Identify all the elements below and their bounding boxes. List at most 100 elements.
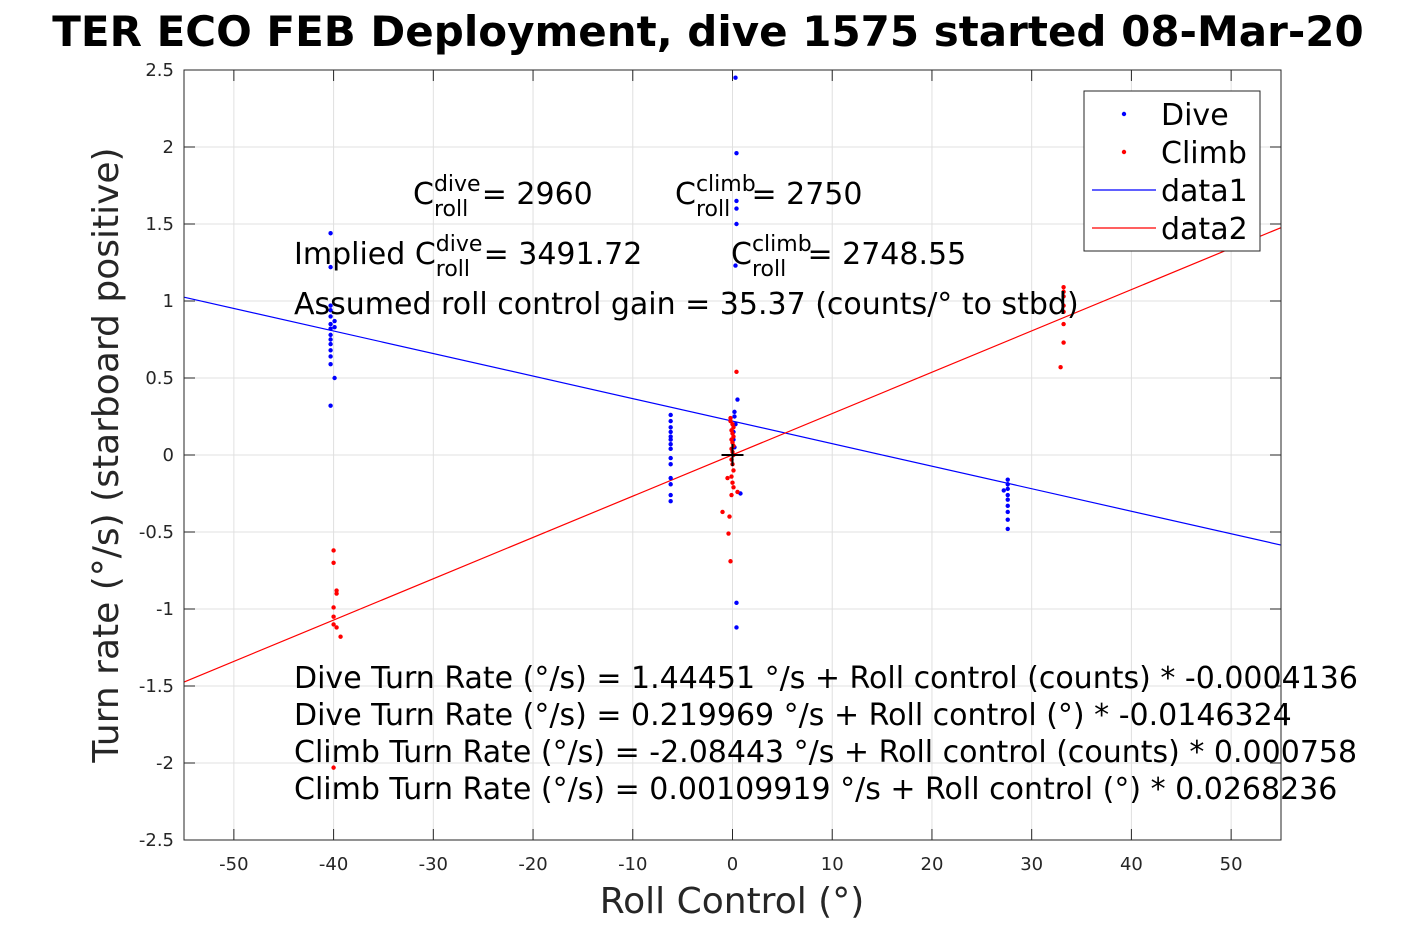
annotation-gain: Assumed roll control gain = 35.37 (count…: [294, 287, 1079, 322]
axis-ticks: -50 -40 -30 -20 -10 0 10 20 30 40 50-2.5-2-1.5-1-0…: [139, 60, 1281, 875]
legend-marker-climb: [1121, 149, 1127, 155]
legend-marker-dive: [1121, 111, 1127, 117]
dive-point: [328, 332, 333, 338]
climb-point: [334, 625, 339, 630]
y-tick-label: 0.5: [145, 368, 174, 389]
dive-point: [328, 264, 333, 270]
dive-point: [734, 221, 739, 227]
dive-point: [668, 455, 673, 461]
climb-point: [1061, 284, 1066, 290]
dive-point: [1005, 477, 1010, 482]
dive-point: [668, 418, 673, 424]
legend-label-dive: Dive: [1161, 98, 1229, 133]
y-tick-label: -1.5: [139, 676, 174, 697]
dive-point: [328, 403, 333, 408]
dive-point: [668, 499, 673, 504]
dive-point: [332, 375, 337, 381]
climb-point: [1061, 321, 1066, 327]
climb-point: [727, 514, 732, 519]
dive-point: [1005, 526, 1010, 532]
annotation-c-dive: Cdive roll = 2960: [413, 172, 593, 222]
dive-point: [1005, 482, 1010, 487]
dive-point: [328, 303, 333, 308]
dive-point: [1005, 497, 1010, 502]
dive-point: [328, 231, 333, 236]
annotation-eq3: Climb Turn Rate (°/s) = -2.08443 °/s + R…: [294, 735, 1357, 770]
climb-point: [1061, 309, 1066, 314]
climb-point: [1061, 294, 1066, 299]
climb-point: [735, 489, 740, 495]
x-tick-label: 20: [921, 854, 944, 875]
x-tick-label: 30: [1020, 854, 1043, 875]
climb-point: [331, 560, 336, 565]
annotation-eq2: Dive Turn Rate (°/s) = 0.219969 °/s + Ro…: [294, 698, 1292, 733]
climb-point: [729, 492, 734, 498]
y-tick-label: -2: [156, 753, 174, 774]
climb-point: [1061, 340, 1066, 345]
climb-point: [1061, 303, 1066, 308]
dive-point: [733, 75, 738, 80]
climb-point: [728, 559, 733, 564]
dive-point: [328, 348, 333, 353]
dive-point: [328, 341, 333, 347]
dive-point: [332, 324, 337, 330]
climb-point: [331, 622, 336, 627]
x-tick-label: 0: [727, 854, 738, 875]
dive-point: [668, 446, 673, 452]
climb-point: [730, 480, 735, 485]
climb-point: [331, 548, 336, 553]
dive-point: [732, 414, 737, 419]
dive-point: [328, 337, 333, 342]
y-axis-label: Turn rate (°/s) (starboard positive): [86, 147, 127, 763]
climb-point: [731, 485, 736, 490]
y-tick-label: 2: [163, 137, 174, 158]
x-tick-label: 40: [1120, 854, 1143, 875]
annotation-implied-climb: Cclimb roll = 2748.55: [731, 232, 966, 282]
annotation-c-climb: Cclimb roll = 2750: [675, 172, 862, 222]
annotation-eq1: Dive Turn Rate (°/s) = 1.44451 °/s + Rol…: [294, 661, 1358, 696]
climb-point: [1061, 289, 1066, 294]
y-tick-label: 1: [163, 291, 174, 312]
climb-point: [731, 468, 736, 473]
dive-point: [734, 150, 739, 156]
climb-point: [331, 614, 336, 619]
dive-point: [668, 442, 673, 447]
dive-point: [734, 198, 739, 204]
chart-title: TER ECO FEB Deployment, dive 1575 starte…: [52, 7, 1363, 56]
dive-point: [734, 625, 739, 630]
origin-marker: [721, 444, 744, 466]
x-tick-label: -50: [219, 854, 248, 875]
dive-point: [1005, 517, 1010, 522]
y-tick-label: 1.5: [145, 214, 174, 235]
climb-point: [728, 415, 733, 421]
legend-box: [1083, 90, 1261, 252]
climb-point: [720, 509, 725, 515]
x-tick-label: -10: [618, 854, 647, 875]
y-tick-label: -1: [156, 599, 174, 620]
dive-point: [1005, 492, 1010, 498]
dive-point: [668, 462, 673, 467]
dive-point: [668, 434, 673, 439]
dive-point: [332, 318, 337, 324]
climb-point: [334, 588, 339, 593]
dive-point: [668, 425, 673, 430]
x-tick-label: -40: [319, 854, 348, 875]
data-points: [328, 75, 1066, 770]
x-axis-label: Roll Control (°): [600, 881, 865, 922]
climb-point: [334, 591, 339, 596]
dive-point: [1001, 488, 1006, 493]
y-tick-label: 0: [163, 445, 174, 466]
dive-point: [1005, 509, 1010, 515]
x-tick-label: 10: [821, 854, 844, 875]
dive-point: [328, 361, 333, 367]
legend-label-data2: data2: [1161, 212, 1248, 247]
climb-point: [725, 475, 730, 481]
dive-point: [1005, 486, 1010, 492]
climb-point: [734, 369, 739, 375]
plot-frame: [183, 69, 1282, 841]
x-tick-label: -30: [419, 854, 448, 875]
annotation-implied-dive: Implied Cdive roll = 3491.72: [294, 232, 642, 282]
dive-point: [1005, 503, 1010, 509]
climb-point: [331, 605, 336, 610]
